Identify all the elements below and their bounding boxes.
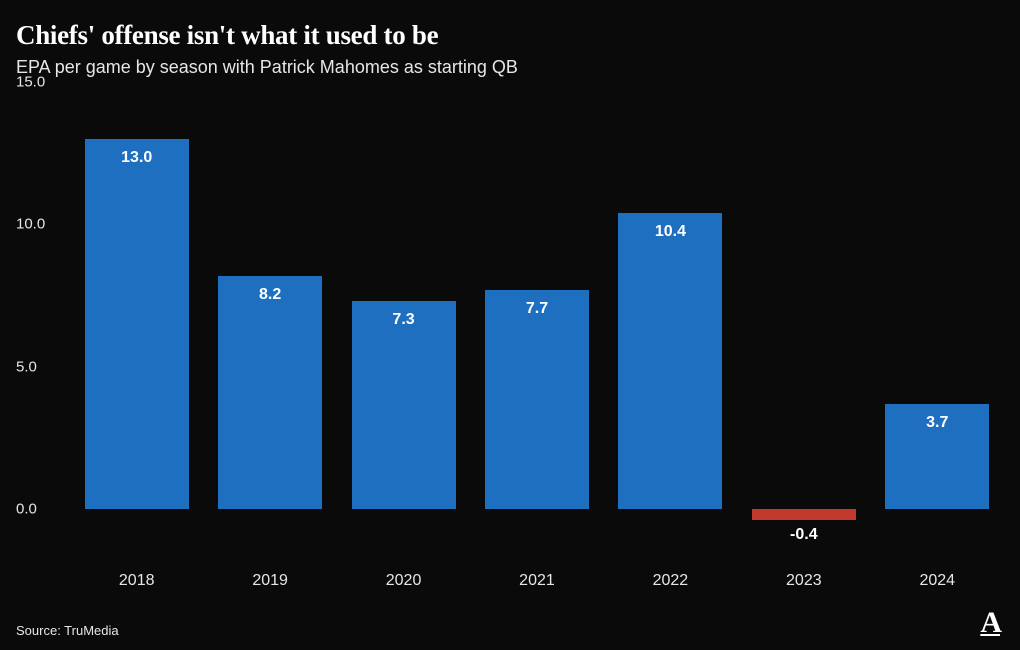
bar-value-label: 8.2: [203, 286, 336, 304]
source-text: Source: TruMedia: [16, 623, 119, 638]
x-tick: 2022: [604, 572, 737, 602]
y-tick: 5.0: [16, 358, 60, 375]
bar-slot: 8.2: [203, 82, 336, 566]
bar-value-label: 7.7: [470, 300, 603, 318]
bar: [218, 276, 322, 509]
bar: [485, 290, 589, 509]
chart-area: 0.05.010.015.0 13.08.27.37.710.4-0.43.7 …: [16, 82, 1004, 602]
x-tick: 2019: [203, 572, 336, 602]
x-tick: 2021: [470, 572, 603, 602]
y-axis: 0.05.010.015.0: [16, 82, 64, 566]
bar-value-label: 7.3: [337, 311, 470, 329]
y-tick: 15.0: [16, 74, 60, 91]
bar-slot: 10.4: [604, 82, 737, 566]
bar-slot: -0.4: [737, 82, 870, 566]
bar-value-label: -0.4: [737, 526, 870, 544]
bar-slot: 7.3: [337, 82, 470, 566]
bar-value-label: 13.0: [70, 149, 203, 167]
bar-slot: 13.0: [70, 82, 203, 566]
bar: [352, 301, 456, 509]
x-axis: 2018201920202021202220232024: [70, 572, 1004, 602]
bar-slot: 7.7: [470, 82, 603, 566]
x-tick: 2020: [337, 572, 470, 602]
x-tick: 2018: [70, 572, 203, 602]
bar-value-label: 3.7: [871, 414, 1004, 432]
bars-container: 13.0 8.27.37.7 10.4 -0.4 3.7: [70, 82, 1004, 566]
y-tick: 0.0: [16, 501, 60, 518]
bar: [752, 509, 856, 520]
publisher-logo: A: [980, 606, 1000, 640]
chart-subtitle: EPA per game by season with Patrick Maho…: [16, 57, 1004, 78]
bar-value-label: 10.4: [604, 223, 737, 241]
chart-title: Chiefs' offense isn't what it used to be: [16, 20, 1004, 51]
x-tick: 2024: [871, 572, 1004, 602]
plot-area: 13.0 8.27.37.7 10.4 -0.4 3.7: [70, 82, 1004, 566]
bar: [618, 213, 722, 509]
y-tick: 10.0: [16, 216, 60, 233]
x-tick: 2023: [737, 572, 870, 602]
bar-slot: 3.7: [871, 82, 1004, 566]
bar: [85, 139, 189, 509]
